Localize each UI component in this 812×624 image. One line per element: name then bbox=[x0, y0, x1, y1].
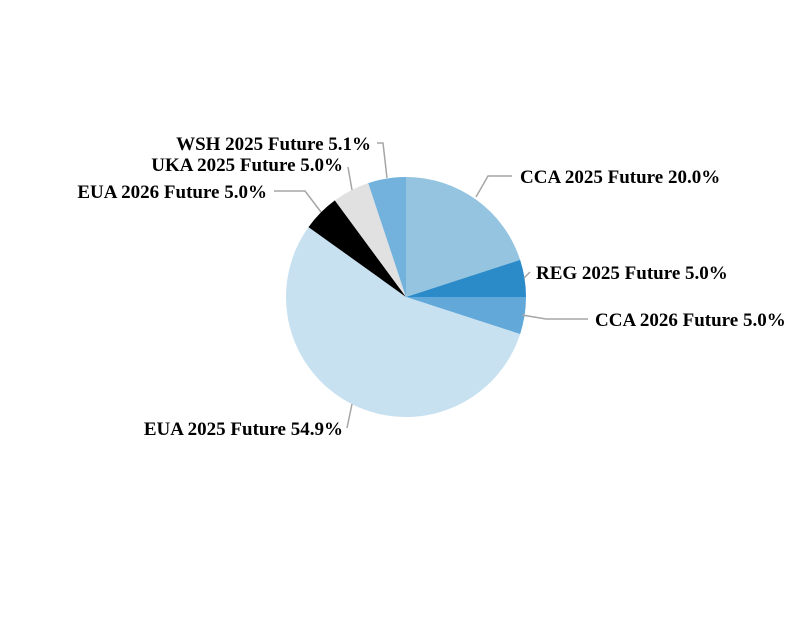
pie-labels: CCA 2025 Future 20.0% REG 2025 Future 5.0… bbox=[77, 134, 785, 440]
slice-label-cca-2025-future: CCA 2025 Future 20.0% bbox=[520, 167, 720, 188]
slice-label-wsh-2025-future: WSH 2025 Future 5.1% bbox=[176, 134, 371, 155]
leader-line-eua-2026-future bbox=[274, 190, 322, 213]
pie-slice-wsh-2025-future bbox=[368, 177, 406, 297]
pie-slice-eua-2025-future bbox=[286, 227, 521, 418]
pie-slice-cca-2026-future bbox=[406, 297, 526, 335]
slice-label-cca-2026-future: CCA 2026 Future 5.0% bbox=[595, 310, 786, 331]
leader-line-reg-2025-future bbox=[523, 271, 531, 279]
leader-line-uka-2025-future bbox=[347, 166, 353, 191]
leader-line-wsh-2025-future bbox=[377, 142, 388, 179]
leader-line-cca-2026-future bbox=[521, 314, 588, 320]
slice-label-reg-2025-future: REG 2025 Future 5.0% bbox=[536, 263, 728, 284]
leader-line-cca-2025-future bbox=[475, 175, 512, 198]
slice-label-eua-2025-future: EUA 2025 Future 54.9% bbox=[144, 419, 343, 440]
pie-slice-eua-2026-future bbox=[308, 200, 406, 297]
pie-leader-lines bbox=[274, 142, 588, 429]
pie-slice-cca-2025-future bbox=[406, 177, 521, 297]
leader-line-eua-2025-future bbox=[346, 403, 353, 429]
slice-label-eua-2026-future: EUA 2026 Future 5.0% bbox=[77, 182, 267, 203]
pie-slice-reg-2025-future bbox=[406, 259, 526, 297]
pie-slice-uka-2025-future bbox=[334, 183, 406, 297]
slice-label-uka-2025-future: UKA 2025 Future 5.0% bbox=[151, 155, 343, 176]
pie-slices bbox=[286, 177, 526, 418]
